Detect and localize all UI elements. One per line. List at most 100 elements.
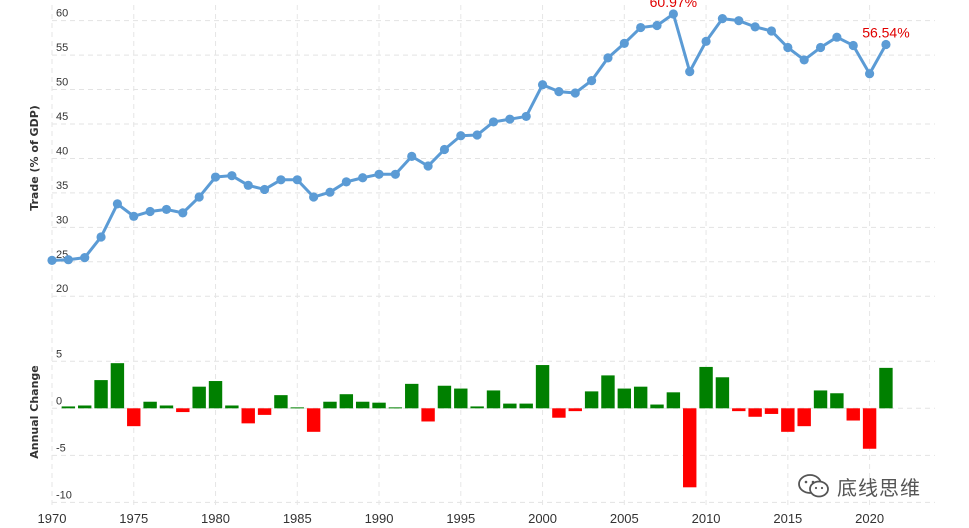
trade-point: [80, 253, 90, 263]
trade-point: [341, 177, 351, 187]
main-y-tick: 40: [56, 145, 68, 157]
x-tick-labels: 1970 1975 1980 1985 1990 1995 2000 2005 2010 2015…: [38, 511, 885, 526]
trade-point: [537, 80, 548, 90]
annual-change-bar: [192, 386, 206, 409]
trade-point: [766, 26, 777, 36]
trade-point: [587, 76, 597, 86]
trade-point: [112, 199, 123, 209]
wechat-icon: [798, 474, 829, 498]
watermark-text: 底线思维: [837, 475, 921, 500]
x-tick: 2015: [773, 511, 802, 526]
trade-point: [145, 206, 155, 217]
trade-point: [129, 211, 139, 221]
trade-point: [603, 53, 613, 63]
trade-point: [636, 22, 646, 33]
trade-point: [456, 131, 466, 141]
annual-change-bar: [241, 408, 255, 424]
annual-change-bar: [715, 377, 730, 409]
trade-point: [750, 22, 760, 32]
annual-change-bar: [110, 363, 125, 409]
bar-y-tick: 5: [56, 348, 62, 360]
annual-change-bar: [650, 404, 664, 409]
annual-change-bar: [830, 393, 844, 409]
main-y-axis-label: Trade (% of GDP): [28, 105, 41, 211]
annual-change-bar: [372, 402, 386, 409]
annual-change-bar: [405, 383, 419, 409]
trade-point: [783, 42, 793, 53]
trade-point: [881, 39, 891, 50]
trade-point: [488, 117, 499, 127]
trade-point: [325, 187, 335, 197]
main-y-tick: 30: [56, 214, 68, 226]
trade-point: [390, 169, 400, 179]
bar-y-tick: -5: [56, 442, 66, 454]
x-gridlines: [51, 5, 871, 508]
annual-change-bar: [339, 394, 354, 409]
trade-point: [358, 173, 368, 183]
x-tick: 1990: [365, 511, 394, 526]
annual-change-bar: [846, 408, 860, 421]
annual-change-bar: [290, 407, 304, 409]
annual-change-bar: [732, 408, 746, 412]
annual-change-bar: [421, 408, 435, 422]
annual-change-bar: [617, 388, 632, 409]
x-tick: 1985: [283, 511, 312, 526]
value-annotations: 60.97% 56.54%: [650, 0, 910, 41]
annual-change-bar: [306, 408, 321, 432]
trade-line-series: [47, 9, 891, 265]
annual-change-bar: [552, 408, 566, 418]
annual-change-bar: [454, 388, 468, 409]
x-tick: 1970: [38, 511, 67, 526]
trade-point: [210, 172, 221, 182]
annual-change-bar: [666, 392, 681, 409]
annual-change-bar: [683, 408, 697, 488]
trade-point: [276, 175, 286, 185]
annual-change-bar: [159, 405, 174, 409]
annual-change-bar: [748, 408, 762, 417]
trade-point: [554, 87, 564, 97]
trade-point: [799, 55, 809, 65]
trade-point: [374, 169, 384, 179]
annual-change-bar: [486, 390, 501, 409]
trade-point: [717, 14, 728, 24]
trade-point: [259, 184, 270, 195]
main-y-tick: 45: [56, 111, 68, 123]
annual-change-bar: [470, 406, 484, 409]
annual-change-bar: [584, 391, 599, 409]
trade-point: [668, 9, 678, 19]
bar-y-tick-labels: -10 -5 0 5: [56, 348, 72, 501]
value-annotation: 60.97%: [650, 0, 697, 10]
annual-change-bar: [323, 401, 337, 409]
annual-change-bar: [699, 366, 713, 409]
annual-change-bar: [813, 390, 828, 409]
annual-change-bar: [127, 408, 141, 427]
x-tick: 1995: [446, 511, 475, 526]
annual-change-bar: [503, 403, 517, 409]
trade-point: [227, 171, 237, 181]
main-y-tick: 60: [56, 8, 68, 20]
bar-y-tick: -10: [56, 489, 72, 501]
main-y-tick: 20: [56, 283, 68, 295]
trade-point: [815, 42, 826, 53]
bar-y-axis-label: Annual Change: [28, 365, 41, 459]
annual-change-bar: [633, 386, 648, 409]
main-y-tick: 50: [56, 77, 68, 89]
trade-point: [161, 204, 172, 215]
annual-change-bar: [274, 395, 288, 409]
x-tick: 2020: [855, 511, 884, 526]
annual-change-bars: [61, 363, 893, 488]
annual-change-bar: [143, 401, 157, 409]
annual-change-bar: [77, 405, 92, 409]
trade-point: [423, 161, 433, 171]
trade-point: [652, 20, 662, 31]
annual-change-bar: [797, 408, 811, 427]
x-tick: 2000: [528, 511, 557, 526]
trade-point: [848, 40, 858, 51]
trade-point: [619, 38, 629, 49]
x-tick: 2010: [692, 511, 721, 526]
annual-change-bar: [355, 401, 370, 409]
trade-point: [570, 88, 580, 98]
trade-point: [407, 151, 417, 161]
annual-change-bar: [601, 375, 615, 409]
